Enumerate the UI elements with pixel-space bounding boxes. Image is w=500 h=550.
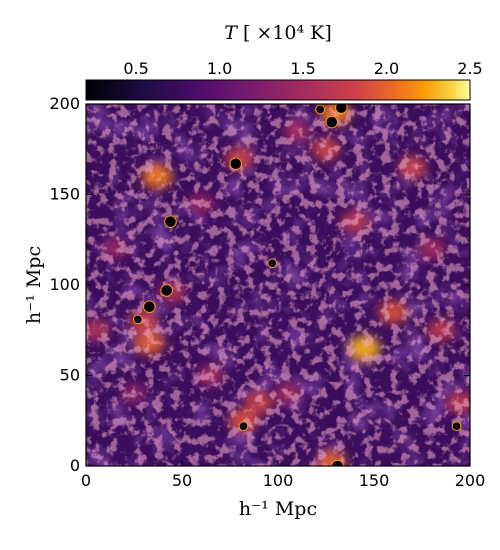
cold-spot bbox=[229, 157, 243, 171]
y-axis-ticks: 0 50 100 150 200 bbox=[49, 94, 470, 475]
y-axis-label: h⁻¹ Mpc bbox=[23, 246, 45, 324]
colorbar-units: [ ×10⁴ K] bbox=[243, 22, 332, 44]
x-tick-label: 50 bbox=[172, 471, 192, 490]
x-axis-ticks: 0 50 100 150 200 bbox=[81, 104, 485, 490]
heatmap-panel bbox=[86, 104, 470, 466]
x-tick-label: 200 bbox=[455, 471, 486, 490]
cold-spot bbox=[238, 421, 249, 432]
colorbar-tick-label: 2.0 bbox=[374, 59, 399, 78]
x-tick-label: 150 bbox=[359, 471, 390, 490]
colorbar-gradient bbox=[85, 79, 471, 101]
colorbar-tick-label: 1.0 bbox=[207, 59, 232, 78]
y-tick-label: 0 bbox=[70, 456, 80, 475]
cold-spots bbox=[132, 104, 462, 466]
y-tick-label: 50 bbox=[60, 366, 80, 385]
cold-spot bbox=[143, 300, 156, 314]
colorbar-tick-label: 0.5 bbox=[123, 59, 148, 78]
cold-spot bbox=[132, 314, 143, 325]
cold-spot bbox=[331, 459, 344, 466]
x-axis-label: h⁻¹ Mpc bbox=[239, 498, 317, 520]
colorbar-tick-label: 1.5 bbox=[290, 59, 315, 78]
cold-spot bbox=[335, 104, 348, 114]
x-tick-label: 0 bbox=[81, 471, 91, 490]
colorbar-label: T [ ×10⁴ K] bbox=[224, 22, 332, 44]
colorbar-ticks: 0.5 1.0 1.5 2.0 2.5 bbox=[123, 59, 483, 86]
heatmap-filaments bbox=[86, 104, 470, 466]
cold-spot bbox=[315, 104, 326, 115]
colorbar-variable: T bbox=[224, 22, 243, 44]
y-tick-label: 100 bbox=[49, 275, 80, 294]
colorbar: T [ ×10⁴ K] 0.5 1.0 1.5 2.0 2.5 bbox=[85, 22, 483, 101]
cold-spot bbox=[164, 215, 177, 228]
cold-spot bbox=[325, 115, 339, 129]
colorbar-tick-label: 2.5 bbox=[457, 59, 482, 78]
cold-spot bbox=[267, 258, 278, 269]
x-tick-label: 100 bbox=[263, 471, 294, 490]
y-tick-label: 200 bbox=[49, 94, 80, 113]
y-tick-label: 150 bbox=[49, 185, 80, 204]
cold-spot bbox=[160, 284, 173, 297]
cold-spot bbox=[451, 421, 462, 432]
